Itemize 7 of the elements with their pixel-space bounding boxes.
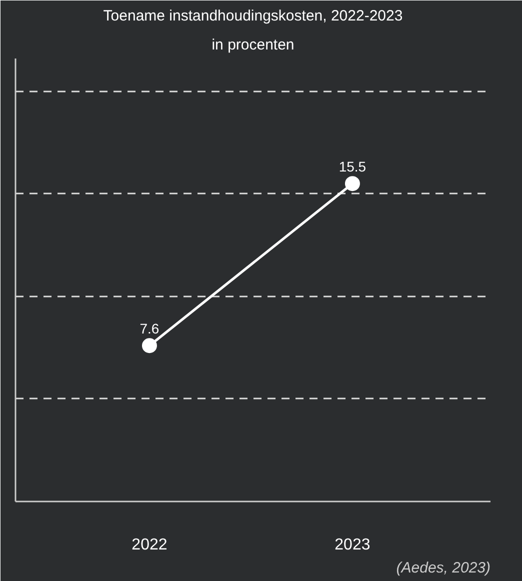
data-label: 7.6: [140, 320, 160, 337]
chart-title: Toename instandhoudingskosten, 2022-2023: [103, 8, 403, 24]
x-tick-label: 2022: [132, 536, 168, 554]
x-tick-label: 2023: [334, 536, 370, 554]
text: (Aedes, 2023): [396, 560, 491, 576]
chart-subtitle: in procenten: [212, 36, 294, 54]
data-label: 15.5: [338, 158, 366, 175]
